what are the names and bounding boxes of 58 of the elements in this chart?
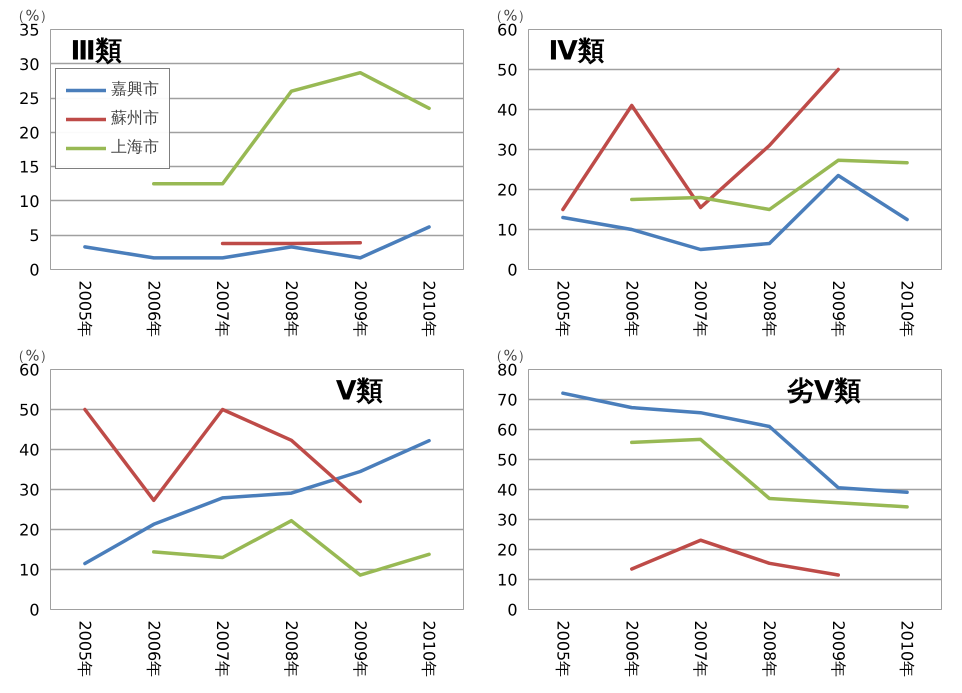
x-tick-label: 2005年: [75, 620, 94, 678]
x-tick-label: 2008年: [282, 620, 301, 678]
y-tick-label: 50: [497, 60, 518, 80]
y-tick-label: 10: [497, 220, 518, 240]
y-tick-label: 30: [497, 140, 518, 160]
y-tick-label: 20: [497, 180, 518, 200]
x-tick-label: 2010年: [420, 280, 439, 338]
x-tick-label: 2010年: [898, 620, 917, 678]
y-tick-label: 70: [497, 390, 518, 410]
x-tick-label: 2007年: [691, 620, 710, 678]
x-tick-label: 2009年: [350, 620, 370, 678]
x-tick-label: 2007年: [213, 620, 232, 678]
x-tick-label: 2007年: [213, 280, 232, 338]
x-tick-label: 2010年: [420, 620, 439, 678]
y-tick-label: 30: [19, 54, 40, 74]
y-tick-label: 10: [19, 192, 40, 211]
x-tick-label: 2008年: [760, 620, 779, 678]
chart-title: Ⅴ類: [336, 376, 384, 406]
x-tick-label: 2005年: [553, 280, 572, 338]
y-tick-label: 0: [29, 600, 40, 620]
y-tick-label: 0: [507, 260, 518, 280]
legend-label: 嘉興市: [111, 79, 159, 100]
x-tick-label: 2009年: [350, 280, 370, 338]
y-tick-label: 25: [19, 89, 40, 108]
y-tick-label: 40: [497, 480, 518, 500]
y-tick-label: 40: [19, 440, 40, 460]
y-tick-label: 50: [497, 450, 518, 470]
chart-title: Ⅳ類: [548, 36, 605, 66]
x-tick-label: 2005年: [75, 280, 94, 338]
x-tick-label: 2009年: [828, 280, 848, 338]
x-tick-label: 2006年: [622, 620, 642, 678]
y-tick-label: 15: [19, 158, 40, 177]
y-tick-label: 30: [497, 510, 518, 530]
legend-label: 上海市: [111, 137, 159, 158]
y-tick-label: 20: [497, 540, 518, 560]
x-tick-label: 2005年: [553, 620, 572, 678]
y-tick-label: 5: [29, 226, 40, 246]
x-tick-label: 2009年: [828, 620, 848, 678]
x-tick-label: 2007年: [691, 280, 710, 338]
x-tick-label: 2006年: [144, 620, 164, 678]
y-tick-label: 50: [19, 400, 40, 420]
x-tick-label: 2008年: [282, 280, 301, 338]
chart-title: Ⅲ類: [70, 36, 123, 66]
y-tick-label: 20: [19, 520, 40, 540]
legend-label: 蘇州市: [111, 108, 159, 129]
y-tick-label: 20: [19, 123, 40, 142]
y-tick-label: 10: [19, 560, 40, 580]
x-tick-label: 2010年: [898, 280, 917, 338]
y-tick-label: 0: [507, 600, 518, 620]
chart-title: 劣Ⅴ類: [786, 376, 862, 406]
x-tick-label: 2008年: [760, 280, 779, 338]
x-tick-label: 2006年: [144, 280, 164, 338]
x-tick-label: 2006年: [622, 280, 642, 338]
y-tick-label: 40: [497, 100, 518, 120]
y-tick-label: 30: [19, 480, 40, 500]
y-tick-label: 0: [29, 260, 40, 280]
y-tick-label: 10: [497, 570, 518, 590]
y-tick-label: 60: [497, 420, 518, 440]
